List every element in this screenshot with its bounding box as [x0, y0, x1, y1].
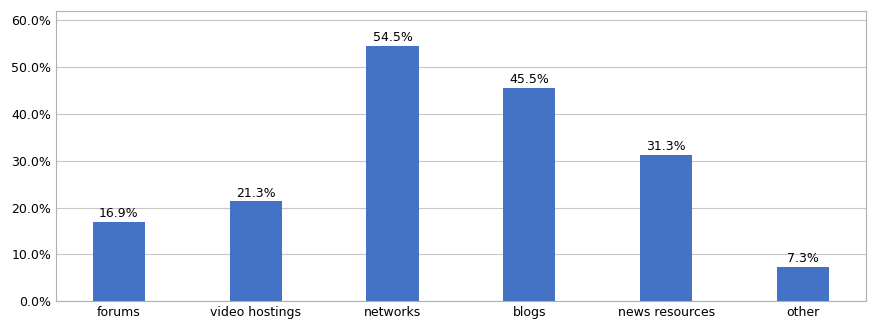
Text: 16.9%: 16.9%	[99, 207, 139, 220]
Bar	[93, 222, 145, 301]
Bar	[640, 155, 692, 301]
Text: 31.3%: 31.3%	[646, 140, 686, 153]
Bar	[367, 46, 418, 301]
Bar	[777, 267, 829, 301]
Bar	[503, 88, 555, 301]
Text: 54.5%: 54.5%	[373, 31, 412, 44]
Text: 21.3%: 21.3%	[236, 186, 275, 200]
Text: 45.5%: 45.5%	[510, 73, 549, 86]
Text: 7.3%: 7.3%	[788, 252, 819, 265]
Bar	[230, 201, 282, 301]
